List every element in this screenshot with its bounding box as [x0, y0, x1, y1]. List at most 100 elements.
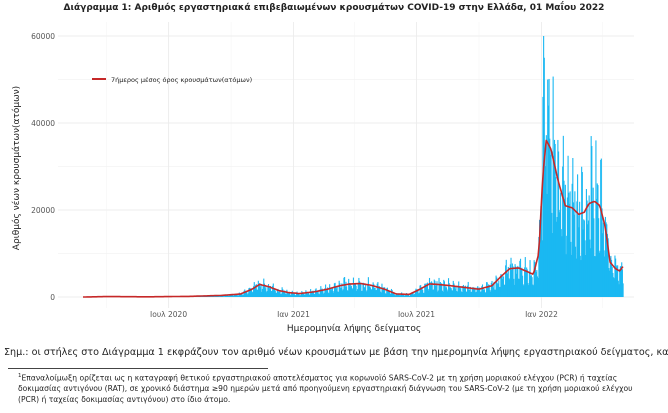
daily-case-bar	[234, 294, 236, 297]
daily-case-bar	[418, 293, 420, 297]
daily-case-bar	[587, 224, 589, 297]
daily-case-bar	[390, 288, 393, 297]
daily-case-bar	[217, 295, 219, 297]
daily-case-bar	[370, 288, 372, 297]
daily-case-bar	[531, 277, 533, 297]
daily-case-bar	[390, 293, 392, 297]
daily-case-bar	[361, 290, 363, 297]
daily-case-bar	[403, 294, 405, 297]
daily-case-bar	[498, 280, 500, 297]
daily-case-bar	[257, 280, 259, 297]
daily-case-bar	[500, 274, 503, 297]
y-axis-label: Αριθμός νέων κρουσμάτων(ατόμων)	[11, 86, 22, 250]
daily-case-bar	[354, 283, 356, 297]
daily-case-bar	[288, 292, 290, 297]
daily-case-bar	[265, 286, 267, 297]
daily-case-bar	[261, 291, 263, 297]
daily-case-bar	[568, 203, 570, 297]
daily-case-bar	[490, 282, 492, 297]
daily-case-bar	[487, 287, 489, 297]
daily-case-bar	[339, 283, 341, 297]
daily-case-bar	[426, 282, 429, 297]
daily-case-bar	[446, 291, 448, 297]
daily-case-bar	[255, 284, 257, 297]
daily-case-bar	[364, 287, 366, 297]
daily-case-bar	[219, 296, 221, 297]
daily-case-bar	[245, 290, 247, 297]
daily-case-bar	[443, 281, 446, 297]
daily-case-bar	[398, 293, 400, 297]
daily-case-bar	[382, 287, 384, 297]
daily-case-bar	[519, 258, 522, 297]
daily-case-bar	[303, 293, 305, 297]
daily-case-bar	[377, 282, 379, 297]
daily-case-bar	[404, 295, 406, 297]
daily-case-bar	[235, 293, 237, 297]
daily-case-bar	[486, 282, 488, 297]
daily-case-bar	[591, 146, 593, 297]
daily-case-bar	[585, 254, 587, 297]
daily-case-bar	[382, 289, 384, 297]
daily-case-bar	[278, 291, 280, 297]
daily-case-bar	[329, 284, 331, 297]
daily-case-bar	[454, 288, 456, 297]
daily-case-bar	[301, 292, 304, 297]
daily-case-bar	[352, 277, 354, 297]
daily-case-bar	[545, 135, 547, 297]
chart-figure: Διάγραμμα 1: Αριθμός εργαστηριακά επιβεβ…	[11, 3, 634, 334]
daily-case-bar	[286, 289, 288, 297]
daily-case-bar	[258, 284, 260, 297]
daily-case-bar	[252, 291, 254, 297]
daily-case-bar	[617, 280, 619, 297]
y-tick-label: 40000	[31, 119, 55, 128]
daily-case-bar	[424, 284, 426, 297]
daily-case-bar	[224, 295, 226, 297]
daily-case-bar	[572, 202, 575, 297]
daily-case-bar	[255, 285, 257, 297]
daily-case-bar	[583, 220, 585, 297]
daily-case-bar	[499, 286, 501, 297]
daily-case-bar	[342, 290, 344, 297]
daily-case-bar	[460, 287, 462, 297]
daily-case-bar	[307, 293, 309, 297]
daily-case-bar	[247, 293, 249, 297]
daily-case-bar	[243, 290, 245, 297]
daily-case-bar	[347, 290, 349, 297]
daily-case-bar	[579, 201, 581, 297]
daily-case-bar	[553, 139, 556, 297]
daily-case-bar	[439, 284, 441, 297]
daily-case-bar	[308, 292, 310, 297]
daily-case-bar	[216, 295, 218, 297]
daily-case-bar	[326, 290, 328, 297]
daily-case-bar	[552, 76, 554, 297]
daily-case-bar	[584, 240, 586, 297]
daily-case-bar	[594, 256, 596, 297]
daily-case-bar	[471, 291, 473, 297]
daily-case-bar	[476, 287, 478, 297]
daily-case-bar	[502, 279, 504, 297]
daily-case-bar	[539, 219, 541, 297]
daily-case-bar	[515, 266, 517, 297]
daily-case-bar	[297, 293, 299, 297]
daily-case-bar	[549, 138, 551, 297]
daily-case-bar	[570, 254, 573, 297]
daily-case-bar	[620, 266, 622, 297]
daily-case-bar	[403, 295, 405, 297]
daily-case-bar	[456, 291, 458, 297]
daily-case-bar	[568, 192, 570, 297]
daily-case-bar	[393, 292, 395, 297]
daily-case-bar	[276, 292, 278, 297]
daily-case-bar	[542, 96, 544, 298]
daily-case-bar	[417, 289, 419, 297]
daily-case-bar	[208, 296, 210, 297]
daily-case-bar	[521, 267, 523, 297]
daily-case-bar	[421, 287, 423, 297]
daily-case-bar	[298, 293, 300, 297]
daily-case-bar	[296, 291, 298, 297]
daily-case-bar	[438, 277, 440, 297]
daily-case-bar	[375, 290, 377, 297]
daily-case-bar	[484, 292, 486, 297]
daily-case-bar	[598, 218, 600, 297]
daily-case-bar	[456, 291, 458, 297]
daily-case-bar	[411, 292, 414, 297]
